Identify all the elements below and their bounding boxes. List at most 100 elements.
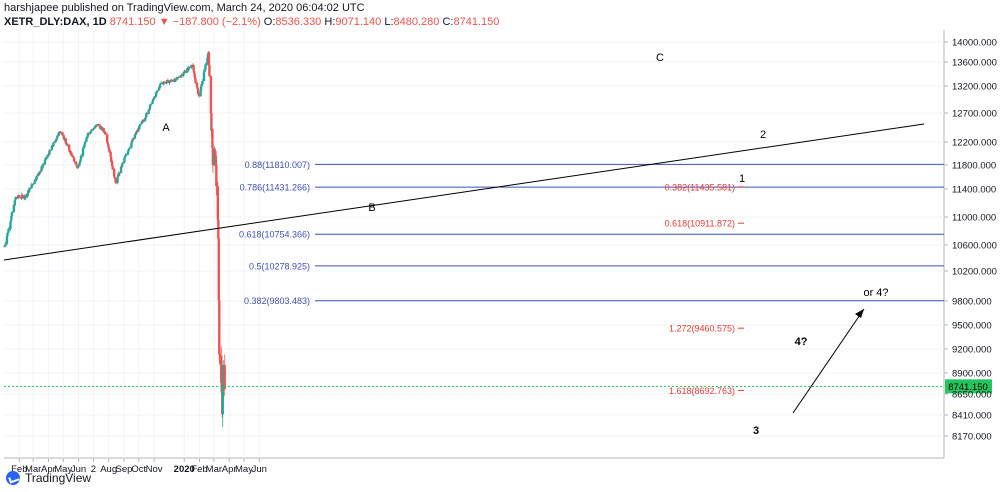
candle-body (171, 80, 175, 81)
candle-body (214, 155, 218, 165)
candle-body (75, 164, 78, 166)
candle-body (4, 243, 7, 246)
candle-body (201, 80, 204, 85)
candle-body (33, 181, 36, 184)
wave-label: 1 (739, 173, 745, 185)
candle-body (206, 57, 209, 65)
candle-body (138, 125, 141, 127)
low-value: 8480.280 (393, 16, 440, 28)
candle-body (74, 161, 78, 165)
candle-body (148, 105, 152, 108)
candle-body (192, 70, 196, 74)
candle-body (36, 173, 40, 177)
price-tick-label: 11400.000 (952, 185, 996, 196)
candle-body (43, 160, 47, 165)
fib-level-label: 0.5(10278.925) (249, 261, 310, 271)
candle-body (200, 84, 204, 85)
price-tick-label: 8900.000 (952, 369, 992, 380)
fib-level-label: 0.618(10754.366) (239, 230, 310, 240)
candle-body (83, 141, 87, 145)
candle-body (118, 172, 121, 174)
candle-body (151, 98, 155, 101)
candle-body (119, 166, 123, 173)
price-tick-label: 8650.000 (952, 390, 992, 401)
projection-arrow (792, 308, 865, 414)
candle-body (199, 86, 203, 92)
fib-ext-label: 1.618(8692.763) (669, 386, 735, 396)
candle-body (148, 107, 151, 110)
candle-body (223, 365, 226, 390)
publisher-text: harshjapee published on TradingView.com,… (4, 2, 365, 14)
candle-body (76, 167, 79, 169)
open-value: 8536.330 (275, 16, 322, 28)
price-tick-label: 11000.000 (952, 213, 996, 224)
candle-body (196, 89, 200, 94)
time-tick-label: May (235, 464, 253, 475)
time-tick-label: Sep (116, 464, 133, 475)
candle-body (177, 77, 180, 78)
candle-body (3, 246, 6, 248)
candle-body (41, 165, 44, 169)
time-tick-label: Feb (11, 464, 27, 475)
candle-body (93, 127, 96, 129)
candle-body (3, 245, 7, 247)
fib-level-label: 0.88(11810.007) (245, 160, 310, 170)
candle-body (182, 74, 185, 77)
candle-body (158, 87, 161, 89)
candle-body (222, 365, 225, 382)
candle-body (90, 130, 93, 132)
candle-body (6, 232, 10, 234)
fib-level-label: 0.786(11431.266) (240, 183, 310, 193)
candle-body (152, 98, 155, 100)
candle-body (112, 168, 116, 177)
candle-body (204, 64, 208, 66)
price-tick-label: 8410.000 (952, 411, 992, 422)
candle-body (207, 52, 211, 65)
price-tick-label: 14000.000 (952, 38, 997, 49)
candle-body (197, 94, 201, 97)
candle-body (47, 154, 51, 156)
candle-body (110, 161, 114, 167)
candle-body (133, 135, 137, 139)
candle-body (196, 87, 199, 90)
candle-body (144, 118, 147, 121)
candle-body (24, 196, 27, 199)
price-tick-label: 9200.000 (952, 345, 992, 356)
candle-body (106, 143, 110, 147)
candle-body (156, 90, 159, 92)
candle-body (159, 83, 162, 85)
open-label: O: (263, 16, 276, 28)
candle-body (9, 222, 12, 229)
candle-body (126, 151, 130, 155)
tradingview-logo[interactable]: TradingView (6, 471, 91, 485)
candle-body (85, 137, 88, 142)
candle-body (106, 134, 109, 143)
candle-body (158, 84, 162, 88)
time-tick-label: Feb (191, 464, 207, 475)
candle-body (195, 82, 199, 88)
candle-body (21, 195, 24, 199)
candle-body (208, 64, 211, 77)
candle-body (203, 69, 207, 71)
time-tick-label: 2020 (174, 464, 195, 475)
candle-body (114, 178, 117, 183)
candle-body (101, 128, 104, 130)
candle-body (155, 92, 158, 93)
candle-body (104, 131, 107, 135)
candle-body (200, 84, 203, 87)
candle-body (38, 172, 41, 175)
candle-body (49, 150, 52, 151)
candle-body (142, 121, 145, 123)
candle-body (218, 300, 221, 354)
candle-body (48, 150, 52, 152)
candle-body (67, 145, 71, 151)
candle-body (35, 176, 38, 180)
price-tick-label: 10600.000 (952, 241, 997, 252)
candle-body (28, 187, 31, 190)
candle-body (52, 142, 56, 144)
candle-body (71, 156, 75, 158)
candle-body (78, 162, 81, 166)
candle-body (66, 145, 69, 146)
candle-body (92, 128, 96, 130)
